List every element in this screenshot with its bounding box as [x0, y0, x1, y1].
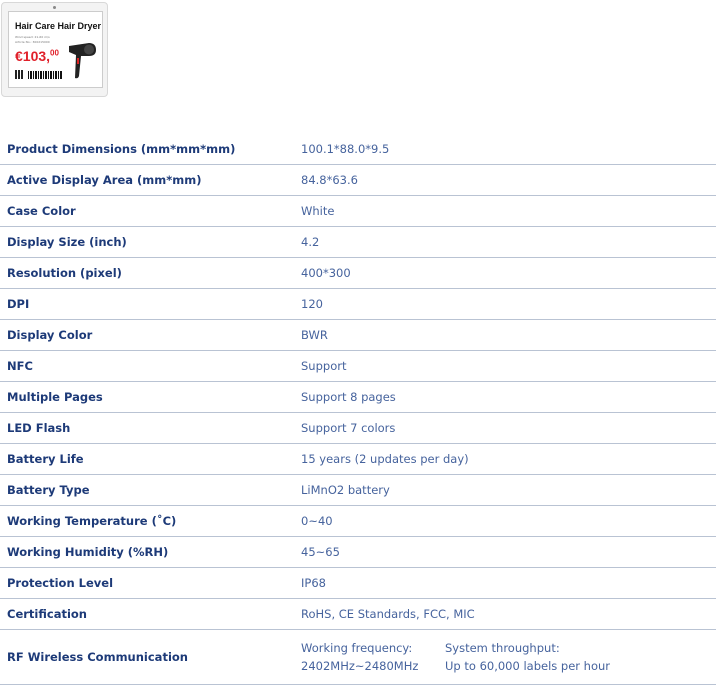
table-row: Battery Type LiMnO2 battery [0, 474, 716, 506]
spec-value: 400*300 [301, 257, 716, 289]
spec-label: Multiple Pages [0, 381, 301, 413]
table-row: Active Display Area (mm*mm) 84.8*63.6 [0, 164, 716, 196]
table-row: Protection Level IP68 [0, 567, 716, 599]
spec-value: Support 8 pages [301, 381, 716, 413]
spec-value: 15 years (2 updates per day) [301, 443, 716, 475]
spec-label: Case Color [0, 195, 301, 227]
table-row: Working Humidity (%RH) 45~65 [0, 536, 716, 568]
esl-screen: Hair Care Hair Dryer Wind speed: 21-60 m… [8, 11, 103, 88]
table-row: RF Wireless Communication Working freque… [0, 629, 716, 685]
table-row: Working Temperature (˚C) 0~40 [0, 505, 716, 537]
spec-label: Certification [0, 598, 301, 630]
spec-value: 0~40 [301, 505, 716, 537]
freq-label: Working frequency: [301, 641, 413, 655]
spec-label: Protection Level [0, 567, 301, 599]
hair-dryer-icon [69, 43, 96, 79]
label-line2: Article No.: 300215000 [15, 40, 50, 44]
spec-value: 100.1*88.0*9.5 [301, 134, 716, 165]
spec-label: Working Humidity (%RH) [0, 536, 301, 568]
barcode-icon [28, 71, 62, 79]
led-indicator [53, 6, 56, 9]
spec-label: Display Size (inch) [0, 226, 301, 258]
qr-code-icon [15, 70, 24, 79]
spec-value: BWR [301, 319, 716, 351]
price-main: €103, [15, 48, 51, 64]
spec-label: LED Flash [0, 412, 301, 444]
table-row: Product Dimensions (mm*mm*mm) 100.1*88.0*… [0, 134, 716, 165]
table-row: Resolution (pixel) 400*300 [0, 257, 716, 289]
spec-label: Battery Type [0, 474, 301, 506]
table-row: Multiple Pages Support 8 pages [0, 381, 716, 413]
spec-label: RF Wireless Communication [0, 629, 301, 685]
spec-label: Working Temperature (˚C) [0, 505, 301, 537]
table-row: Display Color BWR [0, 319, 716, 351]
table-row: Case Color White [0, 195, 716, 227]
spec-value: RoHS, CE Standards, FCC, MIC [301, 598, 716, 630]
spec-label: Active Display Area (mm*mm) [0, 164, 301, 196]
table-row: Display Size (inch) 4.2 [0, 226, 716, 258]
spec-value: 120 [301, 288, 716, 320]
table-row: LED Flash Support 7 colors [0, 412, 716, 444]
table-row: DPI 120 [0, 288, 716, 320]
product-image: Hair Care Hair Dryer Wind speed: 21-60 m… [1, 2, 108, 97]
table-row: Certification RoHS, CE Standards, FCC, MI… [0, 598, 716, 630]
spec-value: Working frequency: 2402MHz~2480MHz System… [301, 629, 716, 685]
table-row: NFC Support [0, 350, 716, 382]
spec-value: 84.8*63.6 [301, 164, 716, 196]
table-row: Battery Life 15 years (2 updates per day) [0, 443, 716, 475]
label-title: Hair Care Hair Dryer [15, 21, 102, 31]
price-cents: 00 [50, 48, 59, 58]
spec-label: NFC [0, 350, 301, 382]
spec-value: 4.2 [301, 226, 716, 258]
spec-table: Product Dimensions (mm*mm*mm) 100.1*88.0*… [0, 134, 716, 685]
spec-label: Product Dimensions (mm*mm*mm) [0, 134, 301, 165]
spec-value: 45~65 [301, 536, 716, 568]
spec-value: IP68 [301, 567, 716, 599]
label-line1: Wind speed: 21-60 m/s [15, 35, 50, 39]
freq-value: 2402MHz~2480MHz [301, 659, 419, 673]
label-price: €103,00 [15, 48, 59, 64]
spec-value: LiMnO2 battery [301, 474, 716, 506]
throughput-label: System throughput: [445, 641, 560, 655]
spec-value: Support [301, 350, 716, 382]
spec-label: DPI [0, 288, 301, 320]
throughput-value: Up to 60,000 labels per hour [445, 659, 611, 673]
spec-label: Display Color [0, 319, 301, 351]
spec-value: Support 7 colors [301, 412, 716, 444]
spec-value: White [301, 195, 716, 227]
spec-label: Resolution (pixel) [0, 257, 301, 289]
spec-label: Battery Life [0, 443, 301, 475]
